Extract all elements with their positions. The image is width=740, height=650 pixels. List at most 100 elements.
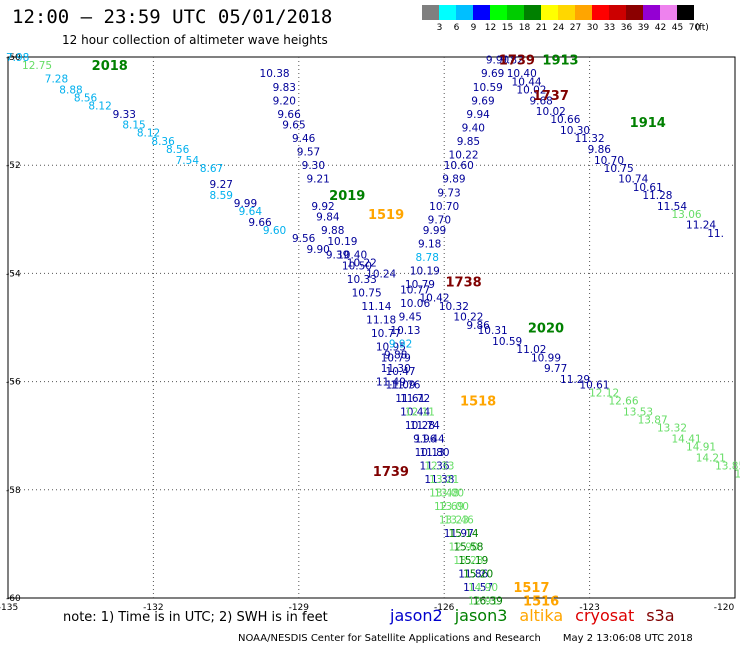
legend-item-jason3: jason3 xyxy=(454,606,508,625)
swh-value: 11.02 xyxy=(516,344,546,356)
lat-tick-label: -52 xyxy=(6,161,21,171)
swh-value: 9.66 xyxy=(277,109,301,121)
swh-value: 9.85 xyxy=(457,136,480,148)
swh-value: 9.40 xyxy=(462,122,485,134)
swh-value: 11.76 xyxy=(390,379,420,391)
color-swatch xyxy=(558,5,575,20)
swh-value: 10.77 xyxy=(371,328,401,340)
color-swatch xyxy=(422,5,439,20)
swh-value: 9.68 xyxy=(529,95,552,107)
legend-item-cryosat: cryosat xyxy=(575,606,635,625)
swh-value: 15.58 xyxy=(453,542,483,554)
swh-value: 10.02 xyxy=(516,84,546,96)
lon-tick-label: -126 xyxy=(434,603,455,613)
swh-value: 9.96 xyxy=(413,433,437,445)
color-swatch xyxy=(473,5,490,20)
swh-value: 11. xyxy=(707,228,724,240)
swh-value: 10.47 xyxy=(386,366,416,378)
swh-value: 10.13 xyxy=(390,325,420,337)
swh-value: 10.42 xyxy=(419,293,449,305)
swh-value: 9.90 xyxy=(486,55,509,67)
swh-value: 7.54 xyxy=(176,155,200,167)
swh-value: 9.88 xyxy=(321,225,344,237)
swh-value: 13.06 xyxy=(672,209,702,221)
footer-credit-line: NOAA/NESDIS Center for Satellite Applica… xyxy=(238,633,693,644)
swh-value: 9.20 xyxy=(273,95,296,107)
swh-value: 11.54 xyxy=(657,201,687,213)
swh-value: 9.86 xyxy=(466,320,490,332)
swh-value: 12.66 xyxy=(608,396,638,408)
map-frame xyxy=(7,56,736,599)
swh-value: 11.49 xyxy=(376,377,406,389)
swh-value: 11.14 xyxy=(361,301,391,313)
swh-value: 8.56 xyxy=(74,93,98,105)
swh-value: 11.36 xyxy=(419,460,449,472)
color-scale-label: 6 xyxy=(453,23,460,33)
swh-value: 12.33 xyxy=(424,460,454,472)
color-swatch xyxy=(439,5,456,20)
swh-value: 9.33 xyxy=(113,109,136,121)
swh-value: 13.32 xyxy=(657,423,687,435)
swh-value: 8.67 xyxy=(200,163,223,175)
pass-time-label: 1518 xyxy=(460,395,496,410)
swh-value: 10.95 xyxy=(376,341,406,353)
swh-value: 8.56 xyxy=(166,144,190,156)
swh-value: 9.66 xyxy=(248,217,272,229)
swh-value: 13.48 xyxy=(429,488,459,500)
swh-value: 10.22 xyxy=(347,258,377,270)
pass-time-label: 1738 xyxy=(445,276,481,291)
swh-value: 9.99 xyxy=(234,198,257,210)
swh-value: 9.45 xyxy=(399,312,422,324)
swh-value: 14.90 xyxy=(468,582,498,594)
swh-value: 10.31 xyxy=(478,325,508,337)
swh-value: 13.23 xyxy=(439,515,469,527)
color-swatch xyxy=(592,5,609,20)
swh-value: 14.21 xyxy=(696,452,726,464)
swh-value: 10.40 xyxy=(337,249,367,261)
color-scale-label: 42 xyxy=(654,23,667,33)
swh-value: 9.57 xyxy=(297,147,320,159)
swh-value: 10.38 xyxy=(260,68,290,80)
color-scale-label: 70 xyxy=(688,23,701,33)
swh-value: 11.18 xyxy=(366,314,396,326)
swh-value: 8.12 xyxy=(137,128,160,140)
pass-time-label: 1739 xyxy=(373,465,409,480)
swh-value: 9.92 xyxy=(311,201,334,213)
color-swatch xyxy=(677,5,694,20)
swh-value: 10.28 xyxy=(405,420,435,432)
color-scale-label: 39 xyxy=(637,23,650,33)
swh-value: 14.41 xyxy=(672,433,702,445)
swh-value: 14.48 xyxy=(735,469,740,481)
swh-value: 9.73 xyxy=(437,187,460,199)
swh-value: 11.80 xyxy=(419,447,449,459)
lat-tick-label: -60 xyxy=(6,594,21,604)
color-swatch xyxy=(524,5,541,20)
swh-value: 12.91 xyxy=(468,596,498,608)
swh-value: 10.75 xyxy=(352,287,382,299)
swh-value: 10.61 xyxy=(633,182,663,194)
swh-value: 11.29 xyxy=(560,374,590,386)
swh-value: 10.60 xyxy=(444,160,474,172)
swh-value: 8.36 xyxy=(151,136,175,148)
color-scale-label: 15 xyxy=(501,23,514,33)
swh-value: 9.82 xyxy=(500,55,523,67)
color-swatch xyxy=(490,5,507,20)
lat-tick-label: -58 xyxy=(6,486,21,496)
swh-value: 10.61 xyxy=(579,379,609,391)
credit-text: NOAA/NESDIS Center for Satellite Applica… xyxy=(238,633,541,644)
lon-tick-label: -120 xyxy=(714,603,735,613)
swh-value: 11.57 xyxy=(463,582,493,594)
swh-value: 11.61 xyxy=(395,393,425,405)
swh-value: 15.14 xyxy=(449,528,479,540)
swh-value: 10.06 xyxy=(400,298,430,310)
color-scale-label: 12 xyxy=(484,23,497,33)
color-scale-label: 18 xyxy=(518,23,531,33)
swh-value: 10.66 xyxy=(550,114,580,126)
swh-value: 9.99 xyxy=(423,225,446,237)
swh-value: 9.86 xyxy=(588,144,612,156)
swh-value: 11.44 xyxy=(415,433,445,445)
swh-value: 16.39 xyxy=(473,596,503,608)
swh-value: 9.65 xyxy=(282,120,305,132)
swh-value: 10.40 xyxy=(507,68,537,80)
swh-value: 9.46 xyxy=(292,133,316,145)
